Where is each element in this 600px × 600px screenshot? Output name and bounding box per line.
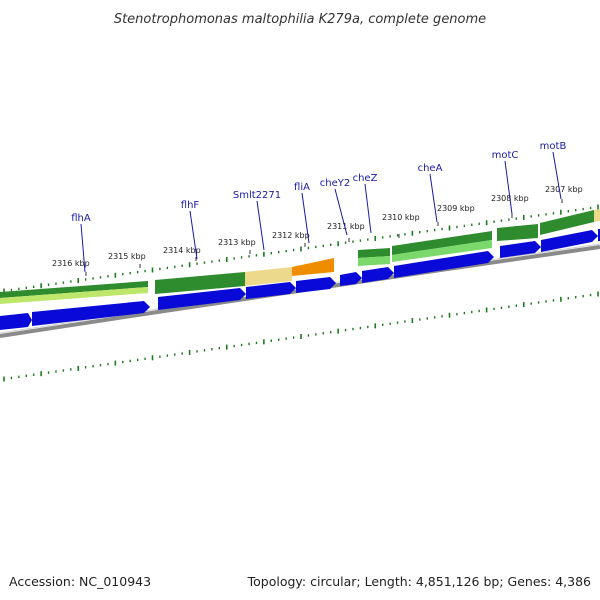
coordinate-label: 2313 kbp [218,238,256,247]
gene-label-motc[interactable]: motC [492,150,519,161]
gene-feature[interactable] [540,210,594,235]
gene-leader-line [552,151,562,200]
gene-feature[interactable] [155,272,245,294]
cds-feature[interactable] [362,267,394,283]
pseudo-gene-feature[interactable] [245,267,292,286]
gene-feature[interactable] [358,248,390,258]
gene-leader-line [334,188,348,236]
gene-feature[interactable] [392,231,492,255]
map-title: Stenotrophomonas maltophilia K279a, comp… [114,12,486,27]
cds-feature[interactable] [246,282,296,299]
cds-feature[interactable] [394,251,494,278]
coordinate-label: 2307 kbp [545,185,583,194]
gene-leader-line [301,192,310,244]
gene-leader-line [80,223,86,273]
gene-feature[interactable] [358,256,390,266]
gene-label-chez[interactable]: cheZ [353,173,378,184]
cds-feature[interactable] [340,272,362,286]
coordinate-label: 2315 kbp [108,252,146,261]
feature-track [0,209,600,330]
coordinate-label: 2311 kbp [327,222,365,231]
cds-feature[interactable] [0,313,32,330]
cds-feature[interactable] [158,288,246,310]
gene-label-smlt2271[interactable]: Smlt2271 [233,190,281,201]
pseudo-gene-feature[interactable] [594,209,600,222]
gene-label-chea[interactable]: cheA [418,163,443,174]
cds-feature[interactable] [296,277,336,293]
cds-feature[interactable] [500,241,541,258]
gene-label-flia[interactable]: fliA [294,182,310,193]
fliA-gene-feature[interactable] [292,258,334,276]
gene-leader-line [364,183,372,234]
cds-feature[interactable] [32,301,150,326]
gene-labels: flhA flhF Smlt2271 fliA cheY2 cheZ cheA motC mot… [71,141,567,273]
gene-label-motb[interactable]: motB [540,141,567,152]
outer-tick-track [3,204,599,294]
coordinate-label: 2312 kbp [272,231,310,240]
coordinate-label: 2316 kbp [52,259,90,268]
gene-feature[interactable] [392,240,492,262]
coordinate-label: 2309 kbp [437,204,475,213]
gene-leader-line [504,160,513,215]
gene-feature[interactable] [0,281,148,298]
gene-leader-line [256,200,265,251]
gene-label-flhf[interactable]: flhF [181,200,200,211]
cds-feature[interactable] [541,230,598,252]
gene-feature[interactable] [0,287,148,304]
gene-label-chey2[interactable]: cheY2 [320,178,350,189]
coordinate-label: 2310 kbp [382,213,420,222]
accession-text: Accession: NC_010943 [9,574,151,589]
inner-tick-track [3,291,599,382]
gene-leader-line [429,173,438,223]
genome-summary-text: Topology: circular; Length: 4,851,126 bp… [247,574,591,589]
coordinate-label: 2314 kbp [163,246,201,255]
gene-feature[interactable] [497,224,538,241]
gene-label-flha[interactable]: flhA [71,213,91,224]
gene-leader-line [189,210,198,260]
